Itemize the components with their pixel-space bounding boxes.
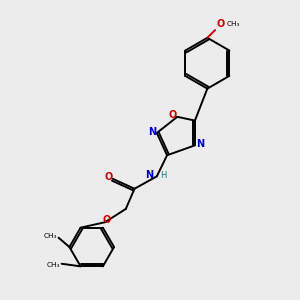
- Text: N: N: [148, 127, 156, 137]
- Text: CH₃: CH₃: [227, 22, 240, 28]
- Text: CH₃: CH₃: [46, 262, 60, 268]
- Text: O: O: [104, 172, 112, 182]
- Text: H: H: [160, 171, 167, 180]
- Text: CH₃: CH₃: [44, 233, 57, 239]
- Text: O: O: [216, 19, 225, 29]
- Text: N: N: [196, 140, 204, 149]
- Text: O: O: [169, 110, 177, 120]
- Text: N: N: [145, 170, 153, 180]
- Text: O: O: [103, 215, 111, 225]
